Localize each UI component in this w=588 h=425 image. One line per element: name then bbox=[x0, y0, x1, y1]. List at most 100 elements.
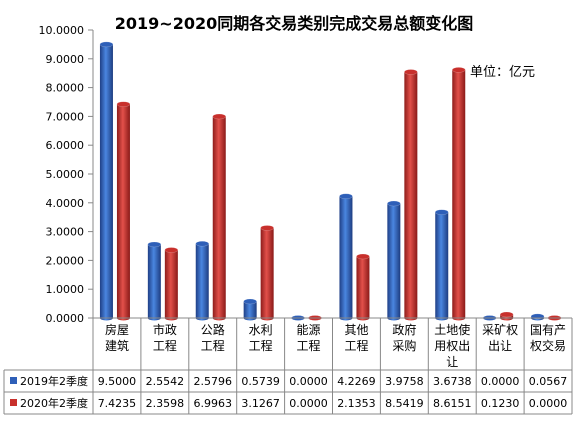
data-value-label: 0.1230 bbox=[481, 397, 520, 410]
x-category-label: 房屋 bbox=[105, 322, 129, 337]
bar-cap bbox=[499, 311, 514, 318]
bar-2019 bbox=[435, 209, 449, 321]
bar-2019 bbox=[243, 298, 257, 321]
x-category-label: 权交易 bbox=[530, 338, 566, 353]
legend-label: 2019年2季度 bbox=[20, 374, 88, 388]
bar-2020 bbox=[404, 69, 418, 321]
y-tick-label: 1.0000 bbox=[46, 283, 85, 296]
bar-2020 bbox=[356, 253, 370, 321]
data-value-label: 0.0000 bbox=[529, 397, 568, 410]
bar-2020 bbox=[116, 101, 131, 321]
x-category-label: 工程 bbox=[201, 338, 225, 353]
data-value-label: 2.5796 bbox=[194, 375, 233, 388]
x-category-label: 工程 bbox=[249, 338, 273, 353]
bar-body bbox=[387, 203, 401, 318]
x-category-label: 出让 bbox=[488, 339, 512, 353]
data-value-label: 2.3598 bbox=[146, 397, 185, 410]
bar-body bbox=[435, 212, 449, 318]
data-value-label: 0.5739 bbox=[241, 375, 280, 388]
bar-cap bbox=[387, 200, 401, 207]
y-tick-label: 4.0000 bbox=[46, 197, 85, 210]
bar-cap bbox=[99, 41, 114, 48]
x-category-label: 能源 bbox=[297, 323, 321, 337]
bar-2019 bbox=[339, 193, 353, 321]
bar-body bbox=[356, 256, 370, 318]
bar-cap bbox=[195, 240, 209, 247]
x-category-label: 工程 bbox=[344, 338, 368, 353]
data-value-label: 3.9758 bbox=[385, 375, 424, 388]
bar-body bbox=[195, 243, 209, 318]
bar-body bbox=[339, 196, 353, 318]
x-category-label: 国有产 bbox=[530, 323, 566, 337]
data-value-label: 4.2269 bbox=[337, 375, 376, 388]
data-value-label: 7.4235 bbox=[98, 397, 137, 410]
bar-2019 bbox=[147, 241, 162, 321]
bar-cap bbox=[243, 298, 257, 305]
bar-body bbox=[116, 104, 130, 318]
y-tick-label: 6.0000 bbox=[46, 139, 85, 152]
y-tick-label: 10.0000 bbox=[39, 24, 85, 37]
bar-body bbox=[99, 44, 113, 319]
x-category-label: 水利 bbox=[249, 323, 273, 337]
bar-cap bbox=[260, 225, 274, 231]
x-category-label: 工程 bbox=[153, 338, 177, 353]
data-value-label: 0.0000 bbox=[289, 375, 328, 388]
bar-body bbox=[452, 69, 466, 318]
bar-cap bbox=[356, 253, 370, 260]
x-category-label: 其他 bbox=[344, 323, 368, 337]
bar-body bbox=[147, 244, 161, 318]
data-value-label: 8.5419 bbox=[385, 397, 424, 410]
y-tick-label: 9.0000 bbox=[46, 53, 85, 66]
unit-label: 单位：亿元 bbox=[470, 65, 536, 80]
x-category-label: 市政 bbox=[153, 322, 177, 337]
legend-swatch bbox=[10, 399, 17, 406]
data-value-label: 2.1353 bbox=[337, 397, 376, 410]
bar-2019 bbox=[387, 200, 401, 321]
bar-2020 bbox=[164, 247, 179, 321]
x-category-label: 工程 bbox=[297, 338, 321, 353]
bar-cap bbox=[164, 247, 179, 253]
x-category-label: 公路 bbox=[201, 322, 225, 337]
data-value-label: 0.0567 bbox=[529, 375, 568, 388]
y-tick-label: 5.0000 bbox=[46, 168, 85, 181]
x-category-label: 土地使 bbox=[434, 322, 470, 337]
bar-body bbox=[164, 250, 178, 318]
chart-title: 2019~2020同期各交易类别完成交易总额变化图 bbox=[114, 14, 474, 33]
bar-cap bbox=[339, 193, 353, 200]
data-value-label: 0.0000 bbox=[289, 397, 328, 410]
y-tick-label: 0.0000 bbox=[46, 312, 85, 325]
bar-2020 bbox=[452, 67, 466, 321]
x-category-label: 采购 bbox=[392, 338, 416, 353]
bar-cap bbox=[452, 67, 466, 73]
data-value-label: 3.1267 bbox=[241, 397, 280, 410]
bar-cap bbox=[212, 113, 226, 120]
bar-2020 bbox=[260, 225, 274, 321]
data-value-label: 9.5000 bbox=[98, 375, 137, 388]
data-value-label: 8.6151 bbox=[433, 397, 472, 410]
bar-body bbox=[212, 116, 226, 318]
bar-2019 bbox=[530, 313, 545, 321]
data-value-label: 3.6738 bbox=[433, 375, 472, 388]
y-tick-label: 2.0000 bbox=[46, 254, 85, 267]
y-tick-label: 7.0000 bbox=[46, 110, 85, 123]
bar-cap bbox=[435, 209, 449, 215]
x-category-label: 用权出 bbox=[434, 339, 470, 353]
y-tick-label: 3.0000 bbox=[46, 226, 85, 239]
bar-cap bbox=[116, 101, 131, 107]
bar-body bbox=[404, 71, 418, 318]
x-category-label: 让 bbox=[446, 355, 458, 369]
legend-label: 2020年2季度 bbox=[20, 396, 88, 410]
data-value-label: 0.0000 bbox=[481, 375, 520, 388]
x-category-label: 建筑 bbox=[105, 338, 129, 353]
bar-2019 bbox=[195, 240, 209, 321]
bar-cap bbox=[404, 69, 418, 75]
bar-body bbox=[243, 301, 257, 318]
x-category-label: 采矿权 bbox=[482, 323, 518, 337]
y-tick-label: 8.0000 bbox=[46, 82, 85, 95]
data-value-label: 2.5542 bbox=[146, 375, 185, 388]
bar-cap bbox=[147, 241, 162, 248]
bar-2020 bbox=[212, 113, 226, 321]
bar-2020 bbox=[499, 311, 514, 321]
bar-2019 bbox=[99, 41, 114, 321]
